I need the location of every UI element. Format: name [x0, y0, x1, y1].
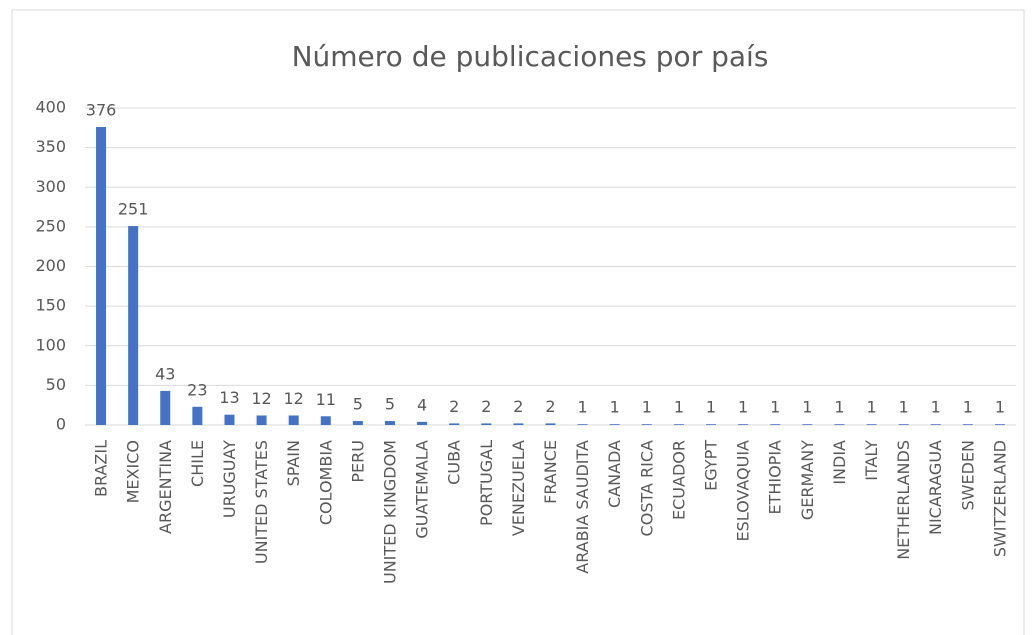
- bar: [834, 424, 845, 425]
- bar: [481, 423, 492, 425]
- bar: [673, 424, 684, 425]
- data-label: 1: [866, 398, 876, 417]
- chart-border: [11, 9, 1025, 635]
- data-label: 1: [834, 398, 844, 417]
- bar: [417, 421, 428, 425]
- data-label: 2: [481, 397, 491, 416]
- data-label: 13: [219, 388, 239, 407]
- data-label: 1: [674, 398, 684, 417]
- data-label: 5: [353, 395, 363, 414]
- bar: [545, 423, 556, 425]
- bar: [738, 424, 749, 425]
- bar: [352, 421, 363, 425]
- bar: [866, 424, 877, 425]
- data-label: 1: [738, 398, 748, 417]
- x-tick-label: COSTA RICA: [637, 440, 656, 536]
- data-label: 251: [118, 200, 149, 219]
- x-tick-label: ESLOVAQUIA: [734, 440, 753, 542]
- y-tick-label: 100: [35, 335, 66, 354]
- bar: [449, 423, 460, 425]
- y-tick-label: 200: [35, 256, 66, 275]
- data-label: 1: [578, 398, 588, 417]
- data-label: 1: [963, 398, 973, 417]
- data-label: 43: [155, 364, 175, 383]
- x-tick-label: URUGUAY: [220, 440, 239, 518]
- bar: [577, 424, 588, 425]
- x-tick-label: GUATEMALA: [413, 440, 432, 539]
- x-tick-label: FRANCE: [541, 440, 560, 504]
- x-tick-label: BRAZIL: [92, 440, 111, 497]
- data-label: 1: [610, 398, 620, 417]
- data-label: 4: [417, 395, 427, 414]
- x-tick-label: PERU: [348, 440, 367, 483]
- bar: [96, 127, 107, 426]
- data-label: 1: [931, 398, 941, 417]
- data-label: 2: [545, 397, 555, 416]
- bar: [224, 414, 235, 425]
- x-tick-label: SPAIN: [284, 440, 303, 486]
- x-tick-label: ARABIA SAUDITA: [573, 440, 592, 574]
- bar: [288, 415, 299, 425]
- x-tick-label: VENEZUELA: [509, 440, 528, 536]
- data-label: 12: [251, 389, 271, 408]
- bar: [962, 424, 973, 425]
- x-tick-label: EGYPT: [702, 440, 721, 491]
- bar: [641, 424, 652, 425]
- data-label: 2: [513, 397, 523, 416]
- bar: [706, 424, 717, 425]
- x-tick-label: CHILE: [188, 440, 207, 487]
- data-label: 12: [283, 389, 303, 408]
- bar: [994, 424, 1005, 425]
- y-tick-label: 300: [35, 177, 66, 196]
- data-label: 1: [770, 398, 780, 417]
- x-tick-label: GERMANY: [798, 440, 817, 520]
- y-tick-label: 150: [35, 296, 66, 315]
- x-tick-label: ARGENTINA: [156, 440, 175, 534]
- data-label: 1: [642, 398, 652, 417]
- x-tick-label: ITALY: [862, 440, 881, 481]
- bar: [802, 424, 813, 425]
- x-tick-label: ETHIOPIA: [766, 440, 785, 515]
- data-label: 23: [187, 380, 207, 399]
- data-label: 2: [449, 397, 459, 416]
- bar: [609, 424, 620, 425]
- bar: [160, 390, 171, 425]
- x-tick-label: CUBA: [445, 440, 464, 485]
- y-tick-label: 400: [35, 98, 66, 117]
- x-tick-label: ECUADOR: [669, 440, 688, 520]
- y-tick-label: 250: [35, 216, 66, 235]
- chart-title: Número de publicaciones por país: [292, 40, 769, 73]
- bar: [320, 416, 331, 425]
- x-tick-label: INDIA: [830, 440, 849, 485]
- x-tick-label: NETHERLANDS: [894, 440, 913, 560]
- data-label: 376: [86, 101, 117, 120]
- bar: [128, 226, 139, 425]
- x-tick-label: COLOMBIA: [316, 440, 335, 525]
- y-tick-label: 50: [46, 375, 66, 394]
- bar: [930, 424, 941, 425]
- bar: [384, 421, 395, 425]
- x-tick-label: SWEDEN: [958, 440, 977, 510]
- data-label: 1: [995, 398, 1005, 417]
- data-label: 1: [706, 398, 716, 417]
- x-tick-label: NICARAGUA: [926, 440, 945, 535]
- x-tick-label: CANADA: [605, 440, 624, 508]
- x-tick-label: UNITED STATES: [252, 440, 271, 564]
- data-label: 1: [899, 398, 909, 417]
- x-tick-label: UNITED KINGDOM: [380, 440, 399, 584]
- x-tick-label: MEXICO: [124, 440, 143, 503]
- x-tick-label: PORTUGAL: [477, 440, 496, 526]
- bar: [192, 406, 203, 425]
- y-tick-label: 0: [56, 415, 66, 434]
- data-label: 11: [316, 390, 336, 409]
- y-tick-label: 350: [35, 137, 66, 156]
- x-tick-label: SWITZERLAND: [990, 440, 1009, 557]
- data-label: 5: [385, 395, 395, 414]
- bar: [513, 423, 524, 425]
- bar: [770, 424, 781, 425]
- data-label: 1: [802, 398, 812, 417]
- bar: [256, 415, 267, 425]
- bar: [898, 424, 909, 425]
